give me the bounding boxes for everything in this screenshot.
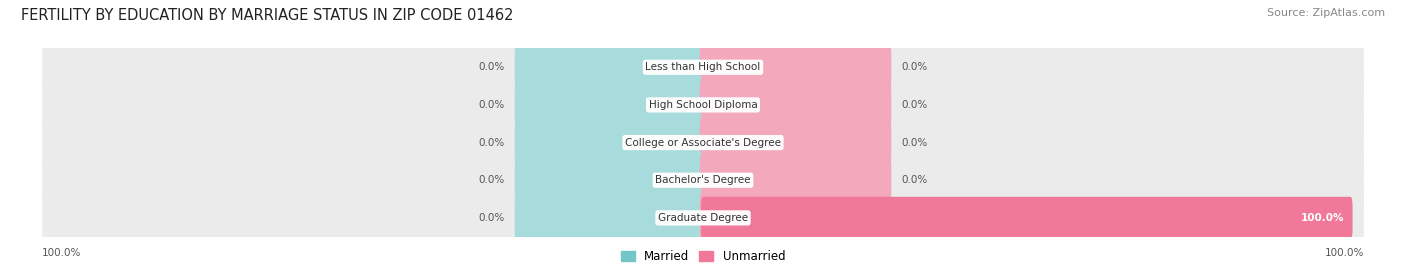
Text: 0.0%: 0.0% xyxy=(478,62,505,72)
FancyBboxPatch shape xyxy=(515,76,706,133)
FancyBboxPatch shape xyxy=(42,33,1364,101)
Text: 0.0%: 0.0% xyxy=(901,62,928,72)
Text: Graduate Degree: Graduate Degree xyxy=(658,213,748,223)
FancyBboxPatch shape xyxy=(702,197,1353,239)
FancyBboxPatch shape xyxy=(700,76,891,133)
FancyBboxPatch shape xyxy=(700,152,891,209)
Text: College or Associate's Degree: College or Associate's Degree xyxy=(626,137,780,148)
Text: Source: ZipAtlas.com: Source: ZipAtlas.com xyxy=(1267,8,1385,18)
FancyBboxPatch shape xyxy=(700,189,891,246)
FancyBboxPatch shape xyxy=(42,146,1364,214)
FancyBboxPatch shape xyxy=(515,189,706,246)
Text: 0.0%: 0.0% xyxy=(901,175,928,185)
Text: 100.0%: 100.0% xyxy=(42,248,82,258)
Text: Bachelor's Degree: Bachelor's Degree xyxy=(655,175,751,185)
Text: 100.0%: 100.0% xyxy=(1324,248,1364,258)
Text: FERTILITY BY EDUCATION BY MARRIAGE STATUS IN ZIP CODE 01462: FERTILITY BY EDUCATION BY MARRIAGE STATU… xyxy=(21,8,513,23)
Text: 100.0%: 100.0% xyxy=(1301,213,1344,223)
FancyBboxPatch shape xyxy=(515,114,706,171)
FancyBboxPatch shape xyxy=(700,114,891,171)
FancyBboxPatch shape xyxy=(42,71,1364,139)
Text: 0.0%: 0.0% xyxy=(478,100,505,110)
Text: Less than High School: Less than High School xyxy=(645,62,761,72)
FancyBboxPatch shape xyxy=(700,39,891,96)
Legend: Married, Unmarried: Married, Unmarried xyxy=(620,250,786,263)
FancyBboxPatch shape xyxy=(42,184,1364,252)
Text: 0.0%: 0.0% xyxy=(478,137,505,148)
Text: 0.0%: 0.0% xyxy=(901,137,928,148)
Text: 0.0%: 0.0% xyxy=(478,213,505,223)
Text: 0.0%: 0.0% xyxy=(478,175,505,185)
FancyBboxPatch shape xyxy=(515,39,706,96)
Text: High School Diploma: High School Diploma xyxy=(648,100,758,110)
Text: 0.0%: 0.0% xyxy=(901,100,928,110)
FancyBboxPatch shape xyxy=(42,108,1364,177)
FancyBboxPatch shape xyxy=(515,152,706,209)
